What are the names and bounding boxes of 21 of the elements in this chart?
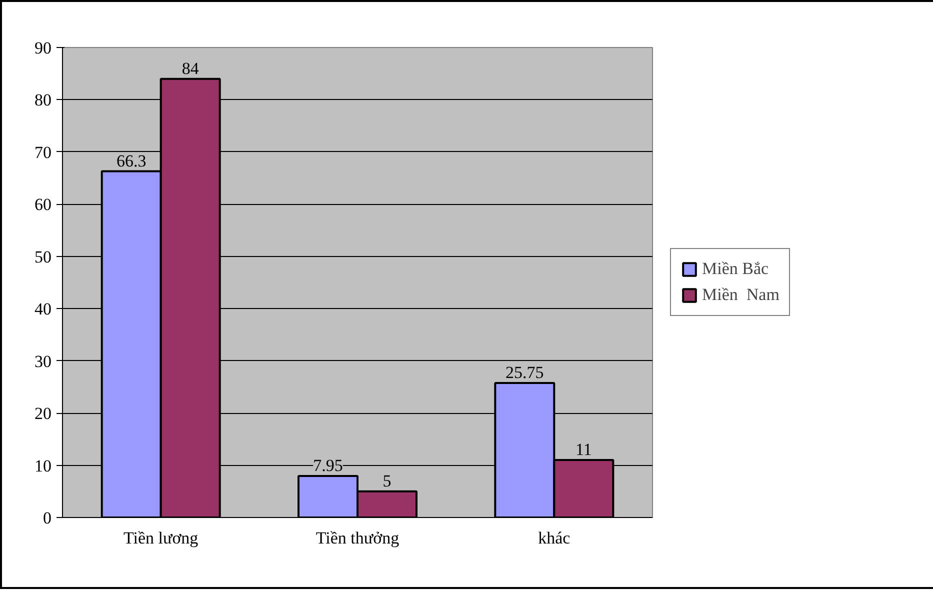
data-label: 7.95 [313, 456, 343, 475]
x-tick-label: khác [538, 528, 571, 548]
data-label: 11 [575, 440, 592, 460]
data-label: 66.3 [116, 151, 146, 170]
y-tick-label: 10 [34, 456, 52, 476]
y-tick-label: 0 [43, 508, 52, 528]
y-tick-label: 30 [34, 352, 52, 371]
y-tick-label: 80 [34, 90, 52, 110]
x-tick-label: Tiền lương [123, 528, 199, 548]
x-tick-label: Tiền thưởng [316, 528, 400, 548]
data-label: 84 [182, 58, 200, 78]
y-tick-label: 60 [34, 195, 52, 214]
y-tick-label: 20 [34, 404, 52, 424]
data-label: 5 [382, 471, 392, 490]
legend-label: Miền Nam [702, 285, 780, 305]
y-tick-label: 50 [34, 247, 52, 266]
y-tick-label: 40 [34, 300, 52, 319]
y-tick-label: 90 [34, 38, 52, 58]
data-label: 25.75 [506, 363, 544, 382]
y-tick-label: 70 [34, 142, 52, 162]
legend-label: Miền Bắc [702, 259, 769, 279]
